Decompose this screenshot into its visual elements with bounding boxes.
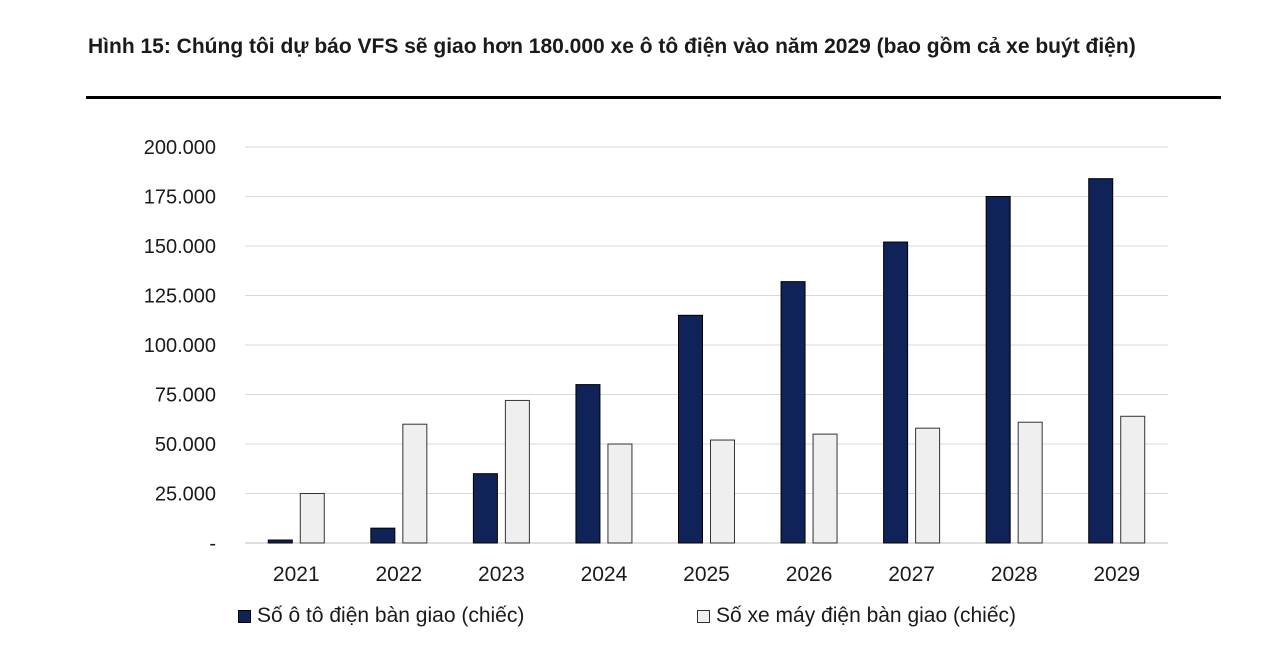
x-tick-label: 2024 bbox=[581, 563, 628, 586]
bar-series2 bbox=[504, 399, 530, 544]
bar-series1 bbox=[678, 314, 703, 544]
y-tick-label: 25.000 bbox=[155, 484, 216, 506]
x-tick-label: 2025 bbox=[683, 563, 730, 586]
bar-series1 bbox=[780, 281, 806, 544]
legend-swatch-series2 bbox=[697, 609, 710, 623]
x-tick-label: 2022 bbox=[375, 563, 422, 586]
legend-label-series1: Số ô tô điện bàn giao (chiếc) bbox=[257, 604, 525, 627]
x-tick-label: 2027 bbox=[888, 563, 935, 586]
title-rule bbox=[86, 96, 1221, 99]
y-tick-label: 75.000 bbox=[155, 385, 216, 407]
bar-series1 bbox=[883, 241, 909, 544]
bar-chart: - 25.000 50.000 75.000 100.000 125.000 150.000… bbox=[144, 137, 1168, 586]
x-tick-label: 2021 bbox=[273, 563, 320, 586]
x-tick-label: 2028 bbox=[991, 563, 1038, 586]
bar-series1 bbox=[985, 196, 1011, 544]
bar-series1 bbox=[370, 527, 396, 544]
bar-series1 bbox=[575, 384, 601, 544]
y-tick-label: 50.000 bbox=[155, 434, 216, 456]
y-tick-label: 150.000 bbox=[144, 236, 216, 258]
bar-series1 bbox=[472, 473, 498, 544]
y-tick-label: 175.000 bbox=[144, 187, 216, 209]
x-tick-label: 2023 bbox=[478, 563, 525, 586]
legend-item-series2: Số xe máy điện bàn giao (chiếc) bbox=[697, 604, 1016, 628]
figure-title: Hình 15: Chúng tôi dự báo VFS sẽ giao hơ… bbox=[88, 35, 1136, 58]
y-tick-label: 100.000 bbox=[144, 335, 216, 357]
y-tick-label: - bbox=[209, 533, 216, 555]
bar-series2 bbox=[915, 427, 941, 544]
bar-series2 bbox=[299, 493, 325, 544]
bar-series1 bbox=[1088, 178, 1114, 544]
legend-label-series2: Số xe máy điện bàn giao (chiếc) bbox=[716, 604, 1016, 627]
x-tick-label: 2029 bbox=[1093, 563, 1140, 586]
y-tick-label: 125.000 bbox=[144, 286, 216, 308]
legend-swatch-series1 bbox=[238, 609, 251, 623]
bar-series1 bbox=[267, 539, 293, 544]
chart-legend: Số ô tô điện bàn giao (chiếc) Số xe máy … bbox=[0, 604, 1280, 634]
bar-series2 bbox=[402, 423, 428, 544]
y-tick-label: 200.000 bbox=[144, 137, 216, 159]
x-tick-label: 2026 bbox=[786, 563, 833, 586]
bar-series2 bbox=[1017, 421, 1043, 544]
bar-series2 bbox=[812, 433, 838, 544]
bar-series2 bbox=[1120, 415, 1146, 544]
legend-item-series1: Số ô tô điện bàn giao (chiếc) bbox=[238, 604, 524, 628]
bar-series2 bbox=[607, 443, 633, 544]
bar-series2 bbox=[710, 439, 735, 544]
